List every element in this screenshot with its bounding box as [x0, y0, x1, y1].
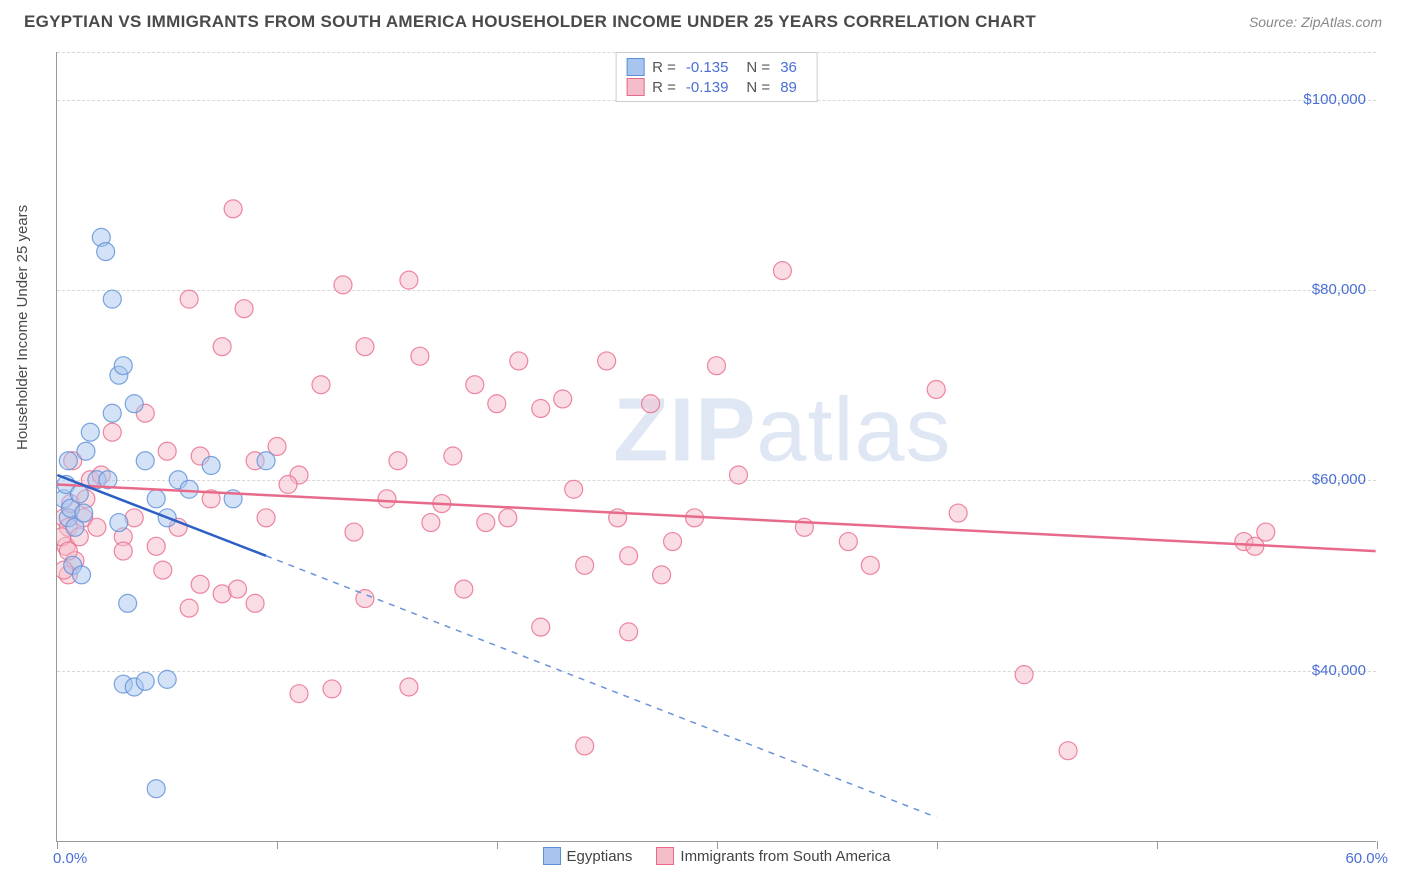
n-value-2: 89: [780, 79, 797, 96]
source-attribution: Source: ZipAtlas.com: [1249, 14, 1382, 30]
r-value-1: -0.135: [686, 59, 729, 76]
y-axis-title: Householder Income Under 25 years: [14, 205, 31, 450]
legend-label-1: Egyptians: [567, 848, 633, 865]
swatch-series-1: [626, 58, 644, 76]
legend-row-series-1: R = -0.135 N = 36: [626, 57, 807, 77]
n-label: N =: [746, 59, 770, 76]
x-axis-end-label: 60.0%: [1345, 850, 1388, 867]
chart-plot-area: ZIPatlas $40,000$60,000$80,000$100,000 0…: [56, 52, 1376, 842]
legend-item-2: Immigrants from South America: [656, 847, 890, 865]
legend-item-1: Egyptians: [543, 847, 633, 865]
swatch-series-2: [656, 847, 674, 865]
r-label: R =: [652, 59, 676, 76]
r-value-2: -0.139: [686, 79, 729, 96]
x-axis-start-label: 0.0%: [53, 850, 87, 867]
n-value-1: 36: [780, 59, 797, 76]
legend-label-2: Immigrants from South America: [680, 848, 890, 865]
swatch-series-2: [626, 78, 644, 96]
chart-title: EGYPTIAN VS IMMIGRANTS FROM SOUTH AMERIC…: [24, 12, 1036, 32]
correlation-legend: R = -0.135 N = 36 R = -0.139 N = 89: [615, 52, 818, 102]
legend-row-series-2: R = -0.139 N = 89: [626, 77, 807, 97]
r-label: R =: [652, 79, 676, 96]
swatch-series-1: [543, 847, 561, 865]
n-label: N =: [746, 79, 770, 96]
series-legend: Egyptians Immigrants from South America: [543, 847, 891, 865]
scatter-plot-svg: [57, 52, 1376, 841]
